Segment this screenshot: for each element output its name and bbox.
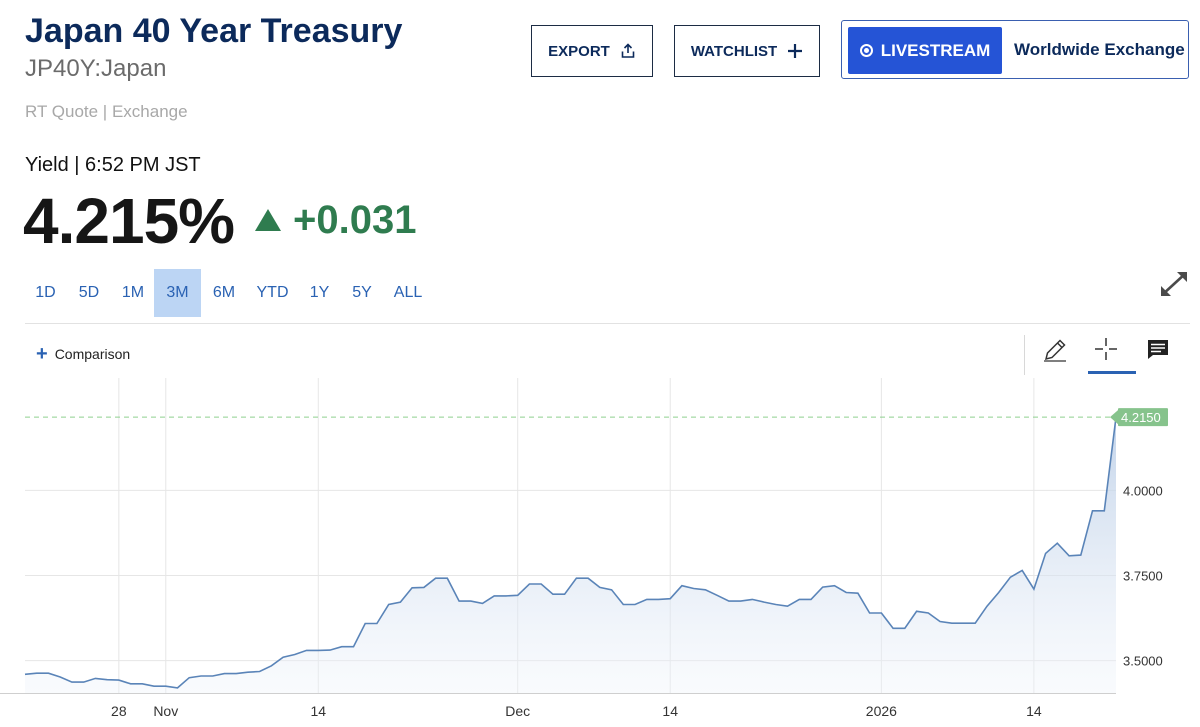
header-divider [25, 323, 1190, 324]
plus-icon [788, 44, 803, 58]
expand-icon[interactable] [1157, 268, 1191, 300]
range-tab-ytd[interactable]: YTD [256, 284, 289, 301]
range-tab-1d[interactable]: 1D [35, 284, 56, 301]
livestream-panel: LIVESTREAM Worldwide Exchange [841, 20, 1189, 79]
symbol-label: JP40Y:Japan [25, 55, 167, 82]
watchlist-button[interactable]: WATCHLIST [674, 25, 820, 77]
x-tick-label: 14 [310, 703, 326, 719]
yield-line [24, 417, 1117, 689]
page-title: Japan 40 Year Treasury [25, 12, 403, 50]
yield-area-fill [25, 417, 1116, 693]
export-label: EXPORT [548, 42, 610, 60]
toolbar-divider [1024, 335, 1025, 375]
pencil-icon[interactable] [1042, 337, 1068, 363]
active-tool-indicator [1088, 371, 1136, 374]
x-tick-label: 14 [1026, 703, 1042, 719]
notes-icon[interactable] [1146, 338, 1170, 362]
x-tick-label: 14 [662, 703, 678, 719]
y-tick-label: 4.0000 [1123, 483, 1163, 498]
yield-value: 4.215% [23, 185, 235, 257]
watchlist-label: WATCHLIST [690, 42, 778, 60]
crosshair-icon[interactable] [1093, 336, 1119, 362]
livestream-label: LIVESTREAM [880, 40, 991, 60]
last-value-badge-box [1118, 408, 1168, 427]
yield-chart[interactable]: 4.2150 3.5000 3.7500 4.0000 28 Nov 14 Dec 14 20… [0, 378, 1200, 727]
last-value-badge-arrow [1110, 410, 1118, 425]
live-indicator-icon [859, 44, 873, 57]
change-value: +0.031 [293, 197, 417, 242]
x-tick-label: Dec [505, 703, 530, 719]
time-range-tabs: 1D 5D 1M 3M 6M YTD 1Y 5Y ALL [25, 269, 433, 317]
worldwide-exchange-link[interactable]: Worldwide Exchange [1014, 40, 1185, 59]
x-tick-label: Nov [153, 703, 178, 719]
range-tab-all[interactable]: ALL [393, 284, 423, 301]
comparison-button[interactable]: + Comparison [36, 343, 131, 365]
range-tab-5y[interactable]: 5Y [352, 284, 372, 301]
range-tab-3m[interactable]: 3M [154, 269, 201, 317]
share-icon [621, 43, 635, 58]
comparison-label: Comparison [54, 346, 131, 362]
quote-source-label: RT Quote | Exchange [25, 102, 188, 121]
last-value-label: 4.2150 [1121, 410, 1161, 425]
export-button[interactable]: EXPORT [531, 25, 653, 77]
livestream-button[interactable]: LIVESTREAM [848, 27, 1002, 74]
plus-icon: + [36, 343, 48, 365]
x-tick-label: 28 [111, 703, 127, 719]
chart-vertical-grid [118, 378, 1035, 693]
range-tab-1y[interactable]: 1Y [309, 284, 330, 301]
y-axis-labels: 3.5000 3.7500 4.0000 [1123, 483, 1163, 668]
range-tab-6m[interactable]: 6M [212, 284, 236, 301]
range-tab-5d[interactable]: 5D [78, 284, 100, 301]
last-value-badge: 4.2150 [1110, 408, 1168, 427]
x-axis-labels: 28 Nov 14 Dec 14 2026 14 [111, 703, 1042, 719]
yield-timestamp: Yield | 6:52 PM JST [25, 154, 201, 176]
range-tab-1m[interactable]: 1M [121, 284, 145, 301]
up-arrow-icon [255, 209, 281, 231]
y-tick-label: 3.7500 [1123, 569, 1163, 584]
y-tick-label: 3.5000 [1123, 654, 1163, 669]
x-tick-label: 2026 [866, 703, 897, 719]
price-change: +0.031 [255, 198, 416, 242]
